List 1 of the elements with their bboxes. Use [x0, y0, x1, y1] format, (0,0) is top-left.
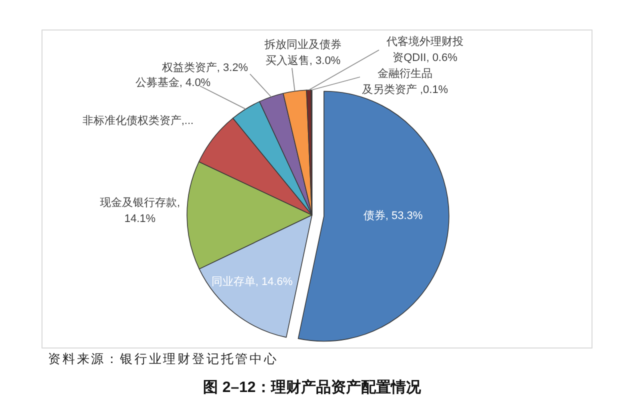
title: 图 2–12：理财产品资产配置情况	[203, 379, 421, 396]
